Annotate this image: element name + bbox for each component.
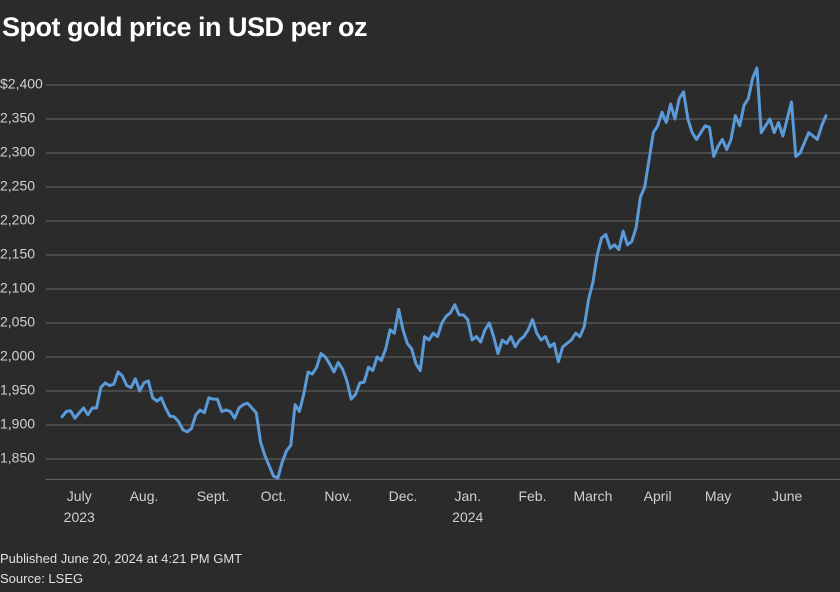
y-tick-label: 2,100 (0, 280, 35, 296)
x-tick-label: March (573, 488, 613, 504)
x-tick-label: Oct. (260, 488, 287, 504)
chart-title: Spot gold price in USD per oz (2, 12, 368, 42)
x-tick-label: Nov. (324, 488, 353, 504)
x-tick-label: Sept. (196, 488, 230, 504)
y-tick-label: 2,350 (0, 110, 35, 126)
y-tick-label: 2,250 (0, 178, 35, 194)
source-note: Source: LSEG (0, 571, 84, 586)
price-line (60, 66, 828, 480)
x-tick-label: Dec. (388, 488, 418, 504)
y-tick-label: 2,050 (0, 314, 35, 330)
y-tick-label: 2,200 (0, 212, 35, 228)
x-tick-label: July 2023 (63, 488, 95, 525)
published-note: Published June 20, 2024 at 4:21 PM GMT (0, 551, 243, 566)
y-tick-label: 2,150 (0, 246, 35, 262)
x-tick-label: Feb. (518, 488, 547, 504)
x-tick-label: June (771, 488, 803, 504)
y-tick-label: 1,950 (0, 382, 35, 398)
y-tick-label: 1,850 (0, 450, 35, 466)
x-tick-label: Aug. (129, 488, 159, 504)
y-tick-label: 2,300 (0, 144, 35, 160)
x-tick-label: April (643, 488, 672, 504)
y-tick-label: 1,900 (0, 416, 35, 432)
x-tick-label: May (704, 488, 732, 504)
x-tick-label: Jan. 2024 (452, 488, 484, 525)
y-tick-label: $2,400 (0, 76, 43, 92)
y-tick-label: 2,000 (0, 348, 35, 364)
